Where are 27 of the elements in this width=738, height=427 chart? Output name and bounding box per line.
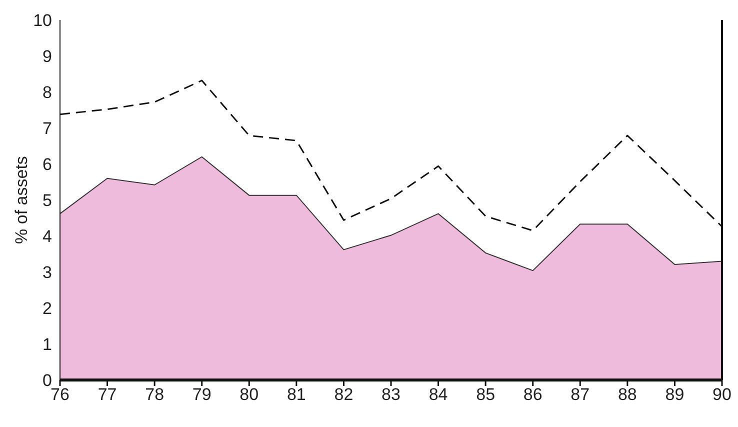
y-tick-label: 8 [42, 83, 52, 102]
x-tick-label: 86 [523, 385, 542, 404]
x-tick-label: 88 [618, 385, 637, 404]
x-tick-label: 79 [192, 385, 212, 404]
x-tick-label: 81 [286, 385, 306, 404]
y-tick-label: 6 [42, 155, 52, 174]
y-tick-label: 4 [42, 227, 52, 246]
y-axis-title: % of assets [12, 156, 32, 244]
y-tick-label: 5 [42, 191, 52, 210]
y-tick-label: 10 [33, 11, 52, 30]
x-tick-label: 80 [240, 385, 259, 404]
y-tick-label: 1 [42, 335, 52, 354]
x-tick-label: 87 [570, 385, 590, 404]
y-tick-label: 0 [42, 371, 52, 390]
x-tick-label: 83 [382, 385, 400, 404]
y-tick-label: 9 [42, 47, 52, 66]
y-tick-label: 3 [42, 263, 52, 282]
x-tick-label: 77 [98, 385, 117, 404]
x-tick-label: 89 [665, 385, 684, 404]
x-tick-label: 84 [428, 385, 448, 404]
x-tick-label: 78 [145, 385, 164, 404]
x-tick-label: 85 [476, 385, 496, 404]
x-tick-label: 76 [50, 385, 70, 404]
y-tick-label: 7 [42, 119, 52, 138]
x-tick-label: 82 [334, 385, 354, 404]
x-tick-label: 90 [712, 385, 732, 404]
y-tick-label: 2 [42, 299, 52, 318]
